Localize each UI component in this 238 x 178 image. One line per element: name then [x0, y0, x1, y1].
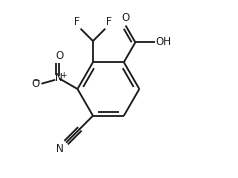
- Text: +: +: [60, 71, 66, 80]
- Text: N: N: [56, 144, 64, 154]
- Text: F: F: [106, 17, 111, 27]
- Text: F: F: [74, 17, 80, 27]
- Text: N: N: [55, 73, 63, 83]
- Text: O: O: [121, 13, 130, 23]
- Text: O: O: [31, 79, 40, 89]
- Text: O: O: [55, 51, 63, 61]
- Text: −: −: [32, 76, 40, 85]
- Text: OH: OH: [156, 37, 172, 47]
